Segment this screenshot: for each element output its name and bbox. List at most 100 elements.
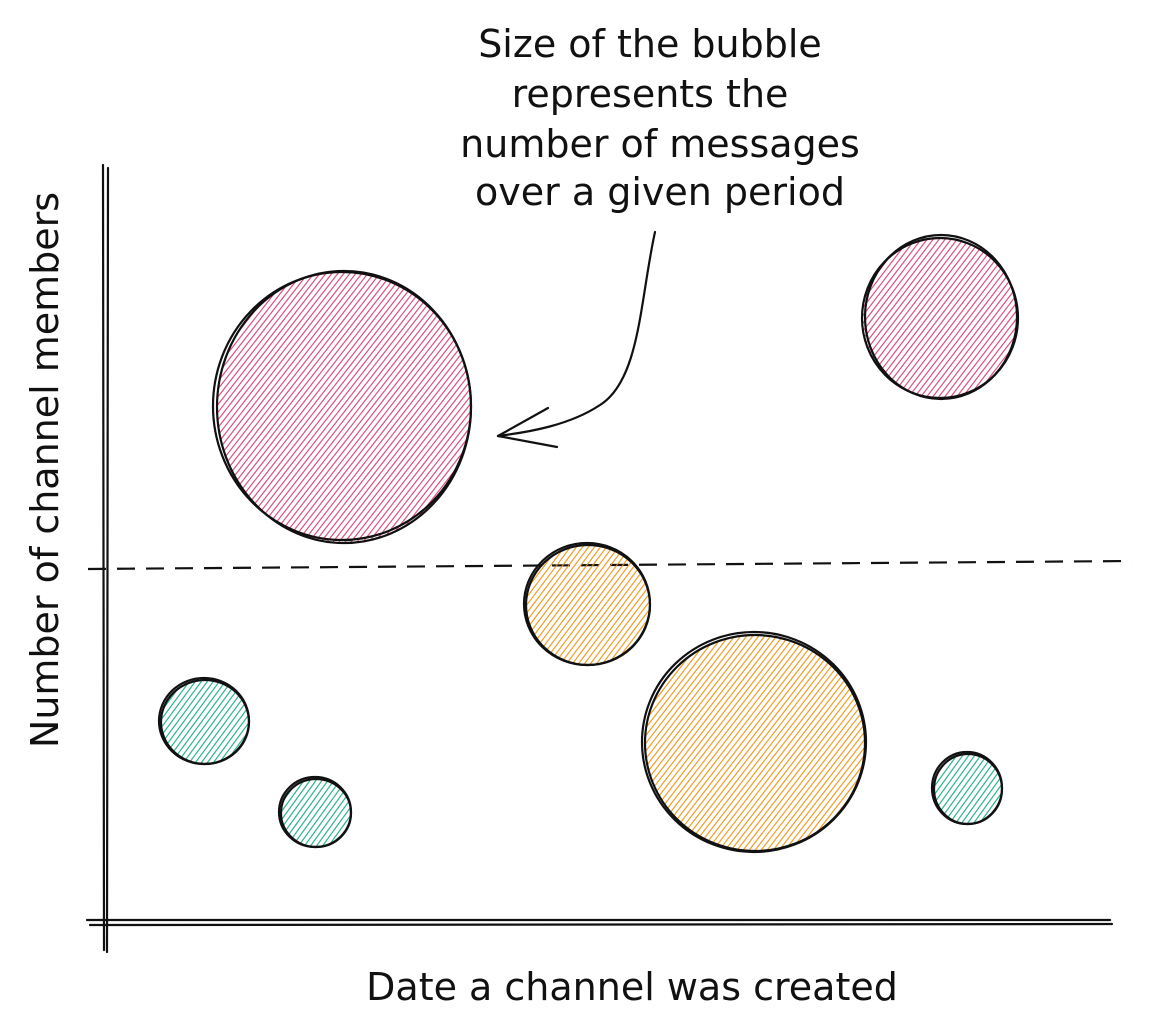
hatch-line: [997, 754, 1002, 824]
hatch-line: [526, 545, 623, 665]
hatch-line: [539, 545, 647, 665]
hatch-line: [709, 229, 845, 407]
hatch-line: [862, 238, 864, 398]
hatch-line: [352, 771, 413, 855]
annotation-line-3: number of messages: [460, 122, 860, 166]
hatch-line: [217, 271, 323, 543]
x-axis: [85, 918, 1114, 927]
hatch-line: [769, 635, 865, 851]
hatch-line: [355, 271, 471, 543]
hatch-line: [217, 271, 359, 543]
hatch-line: [841, 635, 865, 851]
hatch-fill: [161, 680, 249, 764]
hatch-line: [161, 680, 187, 764]
hatch-line: [229, 271, 455, 543]
hatch-line: [217, 271, 347, 543]
hatch-line: [281, 779, 330, 847]
hatch-line: [645, 635, 811, 851]
hatch-line: [647, 545, 650, 665]
y-axis: [101, 163, 110, 954]
hatch-line: [870, 238, 1008, 398]
x-axis-label: Date a channel was created: [366, 965, 898, 1009]
hatch-line: [645, 635, 661, 851]
hatch-line: [526, 545, 545, 665]
hatch-line: [373, 271, 471, 543]
hatch-line: [645, 635, 829, 851]
bubble-teal-small-3: [860, 747, 1004, 831]
hatch-line: [934, 754, 970, 824]
hatch-line: [416, 624, 600, 862]
hatch-line: [469, 271, 471, 543]
annotation-text: Size of the bubble represents the number…: [460, 22, 860, 214]
hatch-line: [862, 238, 930, 398]
hatch-line: [645, 635, 787, 851]
hatch-line: [545, 545, 650, 665]
hatch-line: [217, 271, 329, 543]
hatch-line: [281, 779, 288, 847]
hatch-line: [235, 271, 461, 543]
hatch-line: [645, 635, 733, 851]
hatch-line: [192, 680, 249, 764]
hatch-line: [333, 779, 351, 847]
hatch-line: [733, 635, 865, 851]
hatch-line: [645, 635, 703, 851]
hatch-line: [217, 271, 311, 543]
hatch-line: [217, 271, 389, 543]
hatch-line: [217, 271, 305, 543]
hatch-line: [367, 271, 471, 543]
hatch-line: [645, 635, 799, 851]
hatch-line: [161, 680, 199, 764]
hatch-line: [526, 545, 527, 665]
hatch-line: [942, 238, 1018, 398]
hatch-line: [645, 635, 751, 851]
hatch-line: [860, 747, 921, 831]
hatch-line: [1021, 229, 1152, 407]
hatch-line: [721, 635, 865, 851]
hatch-line: [862, 238, 966, 398]
bubble-pink-medium: [703, 229, 1152, 407]
hatch-line: [934, 754, 964, 824]
bubble-outline-sketch: [277, 775, 353, 849]
bubble-outline-sketch: [863, 233, 1019, 401]
hatch-fill: [281, 771, 413, 855]
hatch-fill: [860, 747, 1002, 831]
hatch-line: [934, 754, 946, 824]
hatch-line: [301, 271, 471, 543]
hatch-line: [526, 545, 611, 665]
hatch-line: [611, 545, 650, 665]
hatch-line: [1008, 238, 1018, 398]
hatch-line: [234, 680, 249, 764]
hatch-line: [934, 754, 982, 824]
hatch-line: [445, 271, 471, 543]
hatch-line: [343, 271, 471, 543]
hatch-line: [645, 635, 775, 851]
hatch-line: [866, 747, 927, 831]
hatch-line: [645, 635, 721, 851]
hatch-line: [217, 271, 317, 543]
hatch-line: [315, 779, 351, 847]
hatch-line: [526, 545, 605, 665]
hatch-line: [930, 238, 1018, 398]
hatch-line: [526, 545, 563, 665]
hatch-line: [862, 238, 972, 398]
hatch-line: [985, 754, 1002, 824]
hatch-line: [396, 535, 502, 675]
annotation-line-2: represents the: [512, 72, 789, 116]
hatch-line: [186, 680, 249, 764]
hatch-line: [557, 545, 650, 665]
hatch-line: [645, 635, 763, 851]
hatch-line: [1002, 238, 1018, 398]
bubble-teal-small-2: [277, 771, 413, 855]
hatch-line: [210, 680, 249, 764]
hatch-line: [569, 545, 650, 665]
hatch-line: [161, 680, 205, 764]
hatch-line: [629, 545, 650, 665]
hatch-line: [645, 635, 793, 851]
hatch-line: [853, 635, 865, 851]
hatch-line: [966, 238, 1018, 398]
hatch-line: [715, 229, 851, 407]
hatch-line: [912, 238, 1018, 398]
annotation-line-1: Size of the bubble: [478, 22, 822, 66]
hatch-line: [862, 238, 936, 398]
hatch-line: [703, 229, 839, 407]
